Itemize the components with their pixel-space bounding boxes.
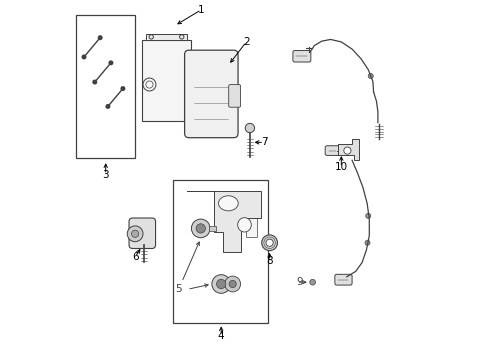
- Ellipse shape: [218, 196, 238, 211]
- Circle shape: [92, 80, 97, 85]
- Circle shape: [367, 73, 372, 78]
- Circle shape: [261, 235, 277, 251]
- FancyBboxPatch shape: [186, 60, 192, 67]
- FancyBboxPatch shape: [192, 103, 198, 110]
- Polygon shape: [187, 191, 260, 252]
- FancyBboxPatch shape: [292, 50, 310, 62]
- FancyBboxPatch shape: [199, 103, 204, 110]
- Circle shape: [120, 86, 125, 91]
- Circle shape: [127, 226, 142, 242]
- Text: 9: 9: [296, 277, 303, 287]
- Circle shape: [196, 224, 205, 233]
- Text: 6: 6: [132, 252, 138, 262]
- Circle shape: [98, 35, 102, 40]
- Circle shape: [343, 147, 350, 154]
- Bar: [172, 180, 267, 323]
- Polygon shape: [337, 139, 359, 160]
- Bar: [76, 15, 135, 158]
- FancyBboxPatch shape: [186, 81, 192, 89]
- Text: 5: 5: [175, 284, 181, 294]
- FancyBboxPatch shape: [199, 81, 204, 89]
- Bar: [142, 40, 190, 121]
- Circle shape: [108, 60, 113, 65]
- Text: 2: 2: [243, 37, 249, 47]
- Bar: [246, 218, 257, 237]
- Text: 1: 1: [198, 5, 204, 15]
- Text: 4: 4: [218, 331, 224, 341]
- Bar: [145, 34, 187, 40]
- Circle shape: [265, 239, 273, 246]
- Circle shape: [244, 123, 254, 133]
- Circle shape: [309, 279, 315, 285]
- Text: 7: 7: [261, 138, 267, 147]
- Circle shape: [228, 280, 236, 288]
- Circle shape: [211, 275, 230, 293]
- Circle shape: [224, 276, 240, 292]
- Ellipse shape: [237, 218, 251, 232]
- Circle shape: [364, 240, 369, 245]
- FancyBboxPatch shape: [186, 103, 192, 110]
- FancyBboxPatch shape: [199, 60, 204, 67]
- Circle shape: [191, 219, 210, 238]
- Bar: [246, 194, 257, 214]
- Text: 3: 3: [102, 170, 109, 180]
- Text: 10: 10: [334, 162, 347, 172]
- FancyBboxPatch shape: [129, 218, 155, 248]
- FancyBboxPatch shape: [192, 81, 198, 89]
- Circle shape: [216, 279, 225, 289]
- Circle shape: [105, 104, 110, 109]
- Text: 8: 8: [266, 256, 272, 266]
- FancyBboxPatch shape: [184, 50, 238, 138]
- Circle shape: [81, 54, 86, 59]
- Bar: [209, 226, 215, 231]
- FancyBboxPatch shape: [228, 85, 240, 107]
- FancyBboxPatch shape: [334, 274, 351, 285]
- FancyBboxPatch shape: [325, 146, 339, 156]
- FancyBboxPatch shape: [192, 60, 198, 67]
- Circle shape: [365, 213, 370, 219]
- Circle shape: [131, 230, 139, 237]
